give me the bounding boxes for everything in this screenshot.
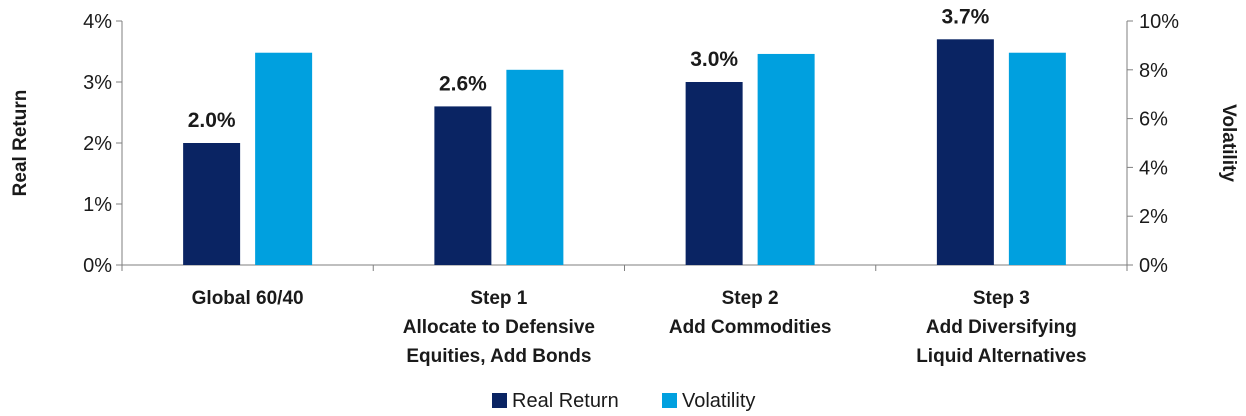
bar-real-return — [936, 39, 994, 265]
category-label: Step 3 — [973, 288, 1030, 309]
right-tick-label: 10% — [1139, 11, 1179, 33]
left-axis-title: Real Return — [10, 90, 31, 197]
left-tick-label: 1% — [83, 194, 112, 216]
category-label: Allocate to Defensive — [403, 317, 595, 338]
category-label: Step 1 — [470, 288, 527, 309]
right-tick-label: 8% — [1139, 60, 1168, 82]
legend-swatch-volatility — [662, 393, 677, 408]
bar-volatility — [506, 69, 564, 265]
right-tick-label: 2% — [1139, 206, 1168, 228]
legend-swatch-real-return — [492, 393, 507, 408]
legend-label-real-return: Real Return — [512, 390, 619, 412]
bar-real-return — [183, 143, 241, 265]
legend-label-volatility: Volatility — [682, 390, 755, 412]
bar-volatility — [757, 53, 815, 265]
category-label: Equities, Add Bonds — [406, 346, 591, 367]
right-tick-label: 0% — [1139, 255, 1168, 277]
bar-real-return — [434, 106, 492, 266]
data-label-real-return: 2.6% — [439, 72, 487, 95]
left-tick-label: 0% — [83, 255, 112, 277]
left-tick-label: 2% — [83, 133, 112, 155]
bar-volatility — [255, 52, 313, 265]
right-tick-label: 4% — [1139, 157, 1168, 179]
bar-real-return — [685, 82, 743, 265]
data-label-real-return: 3.0% — [690, 48, 738, 71]
category-label: Add Diversifying — [926, 317, 1077, 338]
bar-volatility — [1008, 52, 1066, 265]
category-label: Step 2 — [722, 288, 779, 309]
left-tick-label: 4% — [83, 11, 112, 33]
right-tick-label: 6% — [1139, 109, 1168, 131]
data-label-real-return: 2.0% — [188, 109, 236, 132]
data-label-real-return: 3.7% — [941, 5, 989, 28]
right-axis-title: Volatility — [1218, 104, 1239, 182]
left-tick-label: 3% — [83, 72, 112, 94]
category-label: Liquid Alternatives — [916, 346, 1086, 367]
category-label: Global 60/40 — [192, 288, 304, 309]
category-label: Add Commodities — [669, 317, 832, 338]
